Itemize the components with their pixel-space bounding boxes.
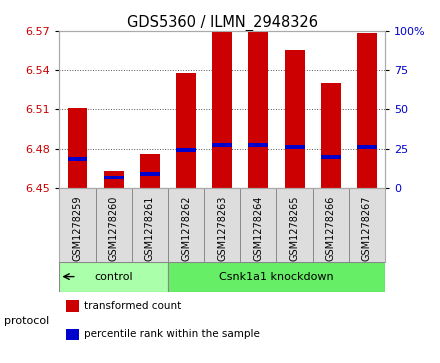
- Bar: [285, 146, 304, 149]
- Bar: [140, 154, 160, 188]
- Bar: [66, 329, 79, 340]
- Text: transformed count: transformed count: [84, 301, 181, 311]
- Text: protocol: protocol: [4, 316, 50, 326]
- Bar: [66, 300, 79, 311]
- Bar: [59, 262, 168, 291]
- Bar: [204, 188, 240, 262]
- Text: GSM1278263: GSM1278263: [217, 195, 227, 261]
- Bar: [176, 148, 196, 152]
- Bar: [240, 188, 276, 262]
- Bar: [168, 188, 204, 262]
- Text: control: control: [94, 272, 133, 282]
- Bar: [357, 146, 377, 149]
- Text: GSM1278266: GSM1278266: [326, 195, 336, 261]
- Bar: [140, 172, 160, 176]
- Text: GSM1278267: GSM1278267: [362, 195, 372, 261]
- Text: GSM1278259: GSM1278259: [73, 195, 82, 261]
- Bar: [321, 155, 341, 159]
- Bar: [212, 29, 232, 188]
- Bar: [249, 29, 268, 188]
- Text: GSM1278265: GSM1278265: [290, 195, 300, 261]
- Bar: [132, 188, 168, 262]
- Bar: [104, 176, 124, 179]
- Text: GSM1278262: GSM1278262: [181, 195, 191, 261]
- Bar: [349, 188, 385, 262]
- Bar: [68, 157, 88, 161]
- Bar: [176, 73, 196, 188]
- Bar: [95, 188, 132, 262]
- Title: GDS5360 / ILMN_2948326: GDS5360 / ILMN_2948326: [127, 15, 318, 31]
- Text: GSM1278261: GSM1278261: [145, 195, 155, 261]
- Bar: [321, 83, 341, 188]
- Bar: [168, 262, 385, 291]
- Bar: [68, 108, 88, 188]
- Bar: [212, 143, 232, 147]
- Text: Csnk1a1 knockdown: Csnk1a1 knockdown: [219, 272, 334, 282]
- Bar: [276, 188, 313, 262]
- Bar: [285, 50, 304, 188]
- Bar: [104, 171, 124, 188]
- Bar: [59, 188, 95, 262]
- Text: GSM1278260: GSM1278260: [109, 195, 119, 261]
- Bar: [357, 33, 377, 188]
- Text: GSM1278264: GSM1278264: [253, 195, 264, 261]
- Bar: [249, 143, 268, 147]
- Text: percentile rank within the sample: percentile rank within the sample: [84, 329, 260, 339]
- Bar: [313, 188, 349, 262]
